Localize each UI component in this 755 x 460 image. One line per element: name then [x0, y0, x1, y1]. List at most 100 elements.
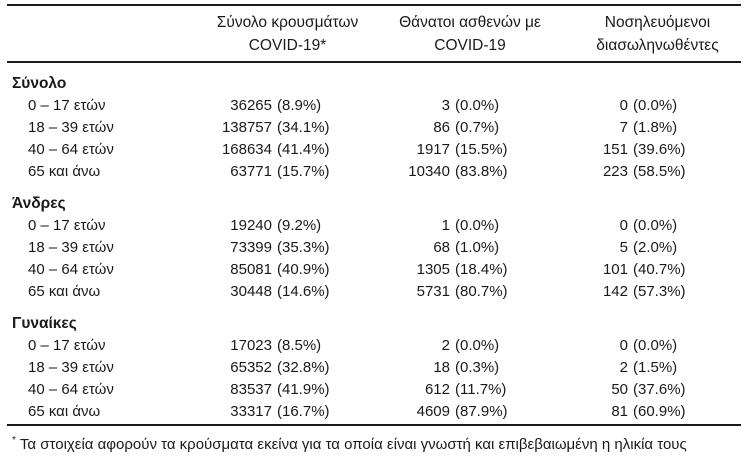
- column-header-line2: COVID-19*: [248, 37, 327, 54]
- count-value: 223: [602, 163, 628, 180]
- percent-value: (1.0%): [455, 239, 500, 256]
- percent-value: (0.7%): [455, 119, 500, 136]
- percent-value: (11.7%): [455, 381, 507, 398]
- percent-value: (15.7%): [277, 163, 330, 180]
- value-cell: 30448 (14.6%): [195, 281, 380, 303]
- value-cell: 142 (57.3%): [560, 281, 755, 303]
- value-cell: 5 (2.0%): [560, 237, 755, 259]
- percent-value: (15.5%): [455, 141, 508, 158]
- percent-value: (8.9%): [277, 97, 322, 114]
- value-cell: 86 (0.7%): [380, 117, 560, 139]
- count-value: 151: [602, 141, 628, 158]
- percent-value: (58.5%): [633, 163, 686, 180]
- value-cell: 68 (1.0%): [380, 237, 560, 259]
- age-group-label: 65 και άνω: [28, 163, 101, 180]
- count-value: 68: [433, 239, 450, 256]
- count-value: 138757: [221, 119, 272, 136]
- count-value: 2: [619, 359, 628, 376]
- column-header-line2: COVID-19: [434, 37, 506, 54]
- row-label-column-spacer: [0, 8, 195, 57]
- section-header-row: Άνδρες: [12, 195, 66, 212]
- percent-value: (0.0%): [633, 217, 678, 234]
- count-value: 17023: [230, 337, 272, 354]
- age-group-label: 18 – 39 ετών: [28, 359, 114, 376]
- count-value: 10340: [408, 163, 450, 180]
- count-value: 168634: [221, 141, 272, 158]
- count-value: 63771: [230, 163, 272, 180]
- top-rule: [7, 4, 741, 6]
- value-cell: 138757 (34.1%): [195, 117, 380, 139]
- column-header-line1: Νοσηλευόμενοι: [604, 14, 711, 31]
- count-value: 83537: [230, 381, 272, 398]
- age-group-label: 18 – 39 ετών: [28, 119, 114, 136]
- age-group-label: 40 – 64 ετών: [28, 261, 114, 278]
- count-value: 0: [619, 337, 628, 354]
- percent-value: (39.6%): [633, 141, 686, 158]
- age-group-label: 18 – 39 ετών: [28, 239, 114, 256]
- count-value: 4609: [416, 403, 450, 420]
- count-value: 30448: [230, 283, 272, 300]
- value-cell: 83537 (41.9%): [195, 379, 380, 401]
- value-cell: 3 (0.0%): [380, 95, 560, 117]
- percent-value: (0.3%): [455, 359, 500, 376]
- percent-value: (16.7%): [277, 403, 330, 420]
- count-value: 7: [619, 119, 628, 136]
- footnote-rule: [7, 424, 741, 426]
- count-value: 5: [619, 239, 628, 256]
- count-value: 73399: [230, 239, 272, 256]
- percent-value: (80.7%): [455, 283, 508, 300]
- percent-value: (60.9%): [633, 403, 686, 420]
- count-value: 81: [611, 403, 628, 420]
- value-cell: 101 (40.7%): [560, 259, 755, 281]
- percent-value: (40.7%): [633, 261, 686, 278]
- table-header-row: Σύνολο κρουσμάτων COVID-19* Θάνατοι ασθε…: [0, 8, 755, 57]
- value-cell: 17023 (8.5%): [195, 335, 380, 357]
- count-value: 19240: [230, 217, 272, 234]
- table-row: 0 – 17 ετών 19240 (9.2%) 1 (0.0%) 0 (0.0%): [0, 215, 755, 237]
- value-cell: 18 (0.3%): [380, 357, 560, 379]
- value-cell: 168634 (41.4%): [195, 139, 380, 161]
- table-row: 65 και άνω 33317 (16.7%) 4609 (87.9%) 81 (60.9…: [0, 401, 755, 423]
- value-cell: 63771 (15.7%): [195, 161, 380, 183]
- value-cell: 0 (0.0%): [560, 335, 755, 357]
- count-value: 86: [433, 119, 450, 136]
- section-header-row: Σύνολο: [12, 75, 67, 92]
- table-row: 0 – 17 ετών 36265 (8.9%) 3 (0.0%) 0 (0.0%): [0, 95, 755, 117]
- age-group-label: 0 – 17 ετών: [28, 337, 106, 354]
- count-value: 65352: [230, 359, 272, 376]
- percent-value: (2.0%): [633, 239, 678, 256]
- section-header-row: Γυναίκες: [12, 315, 77, 332]
- value-cell: 4609 (87.9%): [380, 401, 560, 423]
- value-cell: 2 (0.0%): [380, 335, 560, 357]
- percent-value: (40.9%): [277, 261, 330, 278]
- age-group-label: 65 και άνω: [28, 283, 101, 300]
- percent-value: (83.8%): [455, 163, 508, 180]
- count-value: 142: [602, 283, 628, 300]
- table-row: 0 – 17 ετών 17023 (8.5%) 2 (0.0%) 0 (0.0%): [0, 335, 755, 357]
- value-cell: 1 (0.0%): [380, 215, 560, 237]
- age-group-label: 40 – 64 ετών: [28, 141, 114, 158]
- table-row: 40 – 64 ετών 85081 (40.9%) 1305 (18.4%) 101 (4…: [0, 259, 755, 281]
- table-row: 40 – 64 ετών 168634 (41.4%) 1917 (15.5%) 151 (…: [0, 139, 755, 161]
- table-row: 40 – 64 ετών 83537 (41.9%) 612 (11.7%) 50 (37.…: [0, 379, 755, 401]
- column-header-line1: Σύνολο κρουσμάτων: [216, 14, 359, 31]
- percent-value: (1.8%): [633, 119, 678, 136]
- age-group-label: 0 – 17 ετών: [28, 217, 106, 234]
- value-cell: 50 (37.6%): [560, 379, 755, 401]
- value-cell: 19240 (9.2%): [195, 215, 380, 237]
- age-group-label: 40 – 64 ετών: [28, 381, 114, 398]
- value-cell: 73399 (35.3%): [195, 237, 380, 259]
- value-cell: 10340 (83.8%): [380, 161, 560, 183]
- percent-value: (8.5%): [277, 337, 322, 354]
- column-header-total-cases: Σύνολο κρουσμάτων COVID-19*: [195, 8, 380, 57]
- footnote-marker: *: [12, 435, 16, 446]
- count-value: 50: [611, 381, 628, 398]
- percent-value: (0.0%): [633, 97, 678, 114]
- value-cell: 223 (58.5%): [560, 161, 755, 183]
- value-cell: 33317 (16.7%): [195, 401, 380, 423]
- count-value: 101: [602, 261, 628, 278]
- percent-value: (37.6%): [633, 381, 686, 398]
- table-row: 65 και άνω 63771 (15.7%) 10340 (83.8%) 223 (58…: [0, 161, 755, 183]
- column-header-deaths: Θάνατοι ασθενών με COVID-19: [380, 8, 560, 57]
